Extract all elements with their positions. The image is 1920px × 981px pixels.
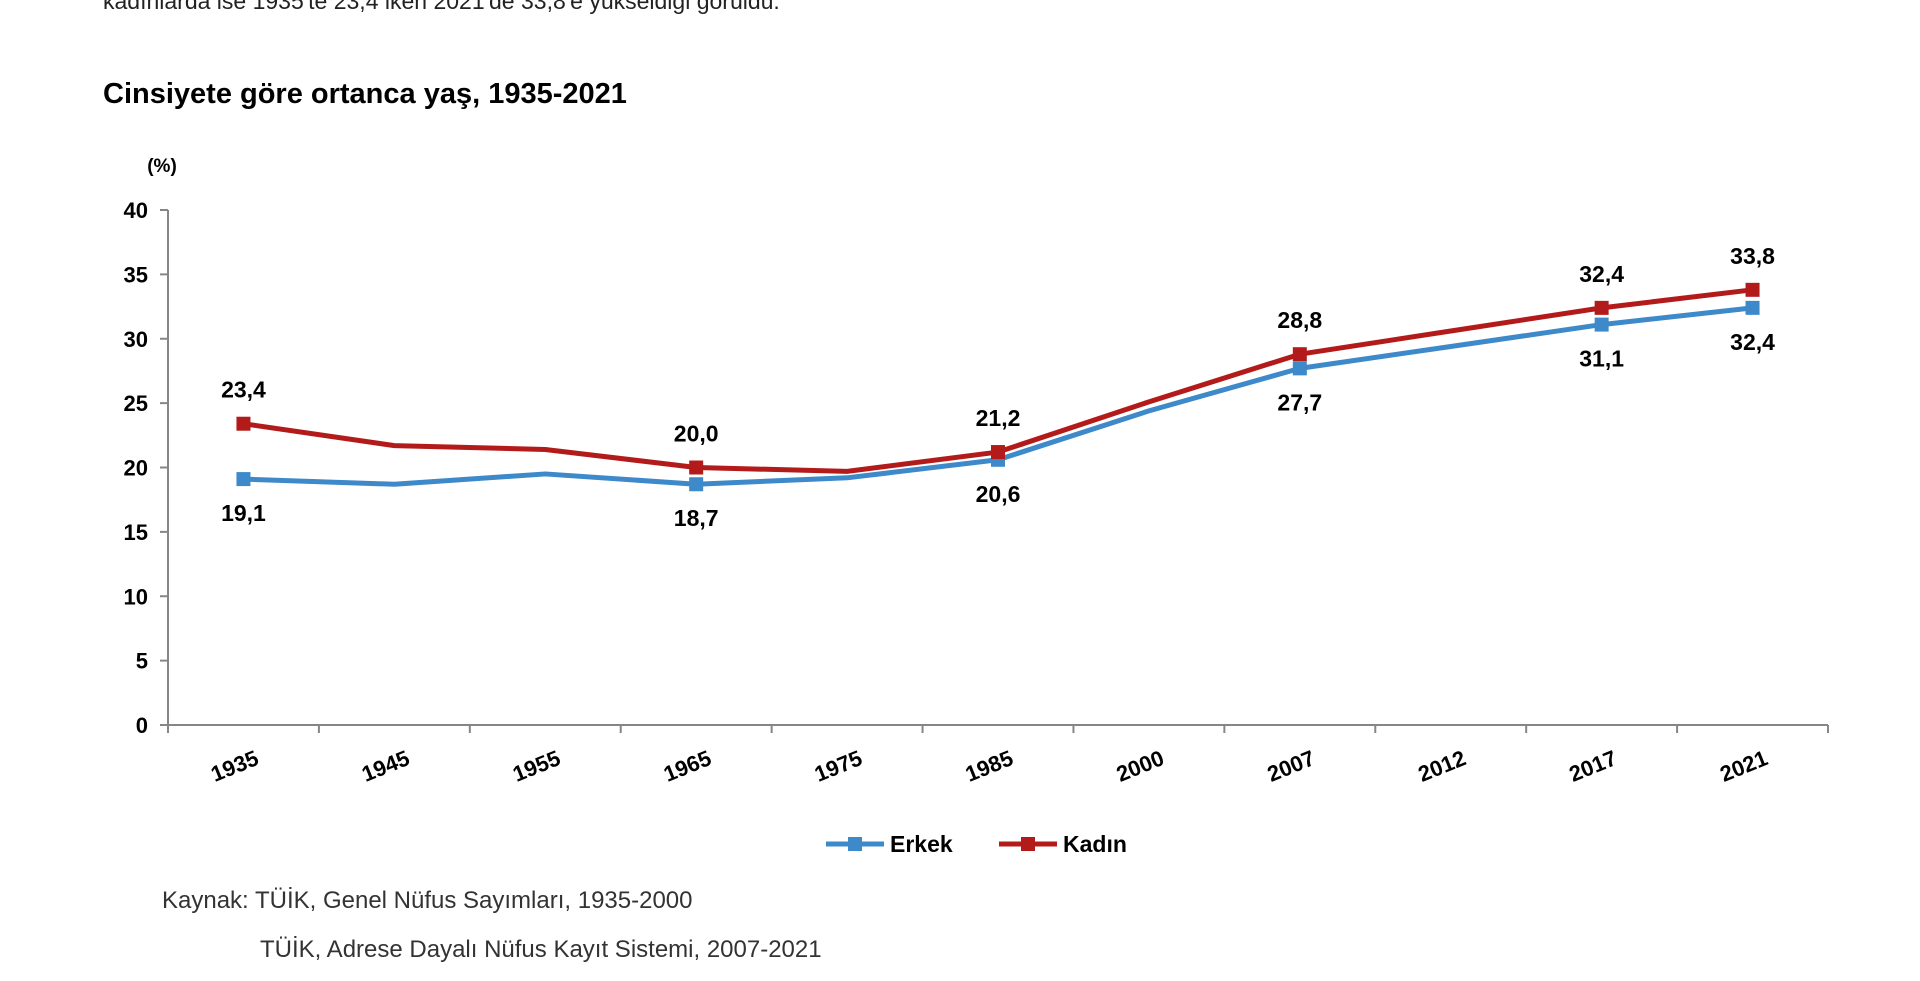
data-point-marker [236, 416, 251, 431]
data-point-marker [991, 445, 1005, 460]
data-point-marker [1594, 317, 1609, 332]
x-tick-label: 1955 [509, 745, 564, 787]
data-label: 33,8 [1730, 243, 1775, 269]
x-tick-label: 1985 [962, 745, 1017, 787]
data-label: 28,8 [1277, 307, 1322, 333]
y-tick-label: 0 [136, 713, 148, 738]
data-label: 32,4 [1730, 329, 1775, 355]
data-point-marker [1745, 300, 1760, 315]
data-label: 32,4 [1579, 261, 1624, 287]
legend-marker [848, 837, 862, 851]
y-tick-label: 15 [124, 520, 148, 545]
data-label: 31,1 [1579, 346, 1624, 372]
chart-title: Cinsiyete göre ortanca yaş, 1935-2021 [103, 78, 627, 110]
x-tick-label: 2012 [1415, 745, 1470, 787]
x-tick-label: 1945 [358, 745, 413, 787]
intro-text: kadınlarda ise 1935'te 23,4 iken 2021'de… [103, 0, 780, 14]
data-label: 18,7 [674, 505, 719, 531]
data-label: 19,1 [221, 500, 266, 526]
legend-label: Kadın [1063, 831, 1127, 857]
legend-marker [1021, 837, 1035, 851]
data-label: 20,0 [674, 421, 719, 447]
source-line-1: Kaynak: TÜİK, Genel Nüfus Sayımları, 193… [162, 887, 693, 914]
x-tick-label: 1975 [811, 745, 866, 787]
source-line-2: TÜİK, Adrese Dayalı Nüfus Kayıt Sistemi,… [260, 936, 822, 963]
data-label: 27,7 [1277, 389, 1322, 415]
data-label: 23,4 [221, 377, 266, 403]
x-tick-label: 2021 [1716, 745, 1771, 787]
data-point-marker [236, 472, 251, 487]
y-unit-label: (%) [147, 156, 177, 177]
x-tick-label: 2000 [1113, 745, 1168, 787]
y-tick-label: 10 [124, 584, 148, 609]
data-point-marker [689, 477, 704, 492]
x-tick-label: 1965 [660, 745, 715, 787]
y-tick-label: 40 [124, 198, 148, 223]
data-point-marker [1292, 361, 1307, 376]
x-tick-label: 2017 [1565, 745, 1620, 787]
data-point-marker [1594, 300, 1609, 315]
legend-label: Erkek [890, 831, 953, 857]
data-point-marker [1292, 347, 1307, 362]
y-tick-label: 30 [124, 327, 148, 352]
data-label: 21,2 [976, 405, 1021, 431]
x-tick-label: 1935 [207, 745, 262, 787]
series-line-kadın [243, 287, 1753, 474]
data-point-marker [1745, 282, 1760, 297]
data-label: 20,6 [976, 481, 1021, 507]
y-tick-label: 5 [136, 649, 148, 674]
y-tick-label: 25 [124, 391, 148, 416]
data-point-marker [689, 460, 704, 475]
y-tick-label: 20 [124, 456, 148, 481]
y-tick-label: 35 [124, 262, 148, 287]
x-tick-label: 2007 [1264, 745, 1319, 787]
